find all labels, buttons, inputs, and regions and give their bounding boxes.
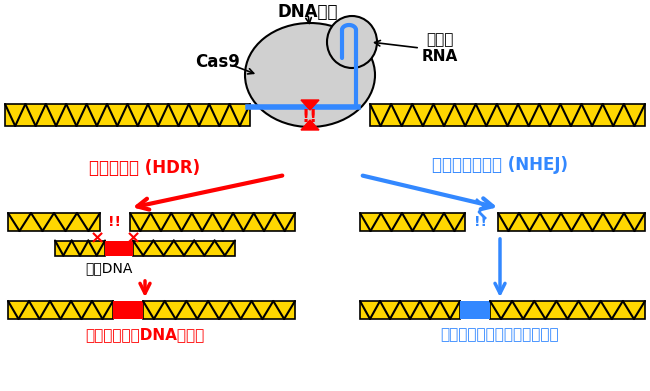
Bar bbox=[370, 104, 645, 126]
Text: 正確なゲノムDNAの編集: 正確なゲノムDNAの編集 bbox=[85, 328, 205, 343]
Ellipse shape bbox=[245, 23, 375, 127]
Text: 相同組換え (HDR): 相同組換え (HDR) bbox=[90, 159, 201, 177]
Ellipse shape bbox=[327, 16, 377, 68]
Bar bbox=[360, 301, 460, 319]
Bar bbox=[113, 301, 143, 319]
Text: Cas9: Cas9 bbox=[196, 53, 240, 71]
Text: ガイド
RNA: ガイド RNA bbox=[422, 32, 458, 64]
Text: ランダムな挿入もしくは欠失: ランダムな挿入もしくは欠失 bbox=[441, 328, 559, 343]
Bar bbox=[5, 104, 250, 126]
Bar bbox=[498, 213, 645, 231]
Text: !!: !! bbox=[302, 108, 318, 126]
Bar bbox=[105, 240, 133, 255]
Polygon shape bbox=[301, 120, 319, 130]
Text: DNA切断: DNA切断 bbox=[278, 3, 338, 21]
Bar bbox=[490, 301, 645, 319]
Bar bbox=[133, 240, 235, 255]
Text: !!: !! bbox=[109, 215, 122, 229]
Bar bbox=[8, 301, 113, 319]
Bar bbox=[460, 301, 490, 319]
Text: 非相同末端結合 (NHEJ): 非相同末端結合 (NHEJ) bbox=[432, 156, 568, 174]
Bar bbox=[360, 213, 465, 231]
Bar bbox=[55, 240, 105, 255]
Text: ×: × bbox=[90, 229, 105, 247]
Polygon shape bbox=[301, 100, 319, 110]
Text: ×: × bbox=[125, 229, 140, 247]
Text: 鋳型DNA: 鋳型DNA bbox=[85, 261, 133, 275]
Bar bbox=[8, 213, 100, 231]
Bar bbox=[143, 301, 295, 319]
Bar bbox=[130, 213, 295, 231]
Text: !!: !! bbox=[474, 215, 488, 229]
